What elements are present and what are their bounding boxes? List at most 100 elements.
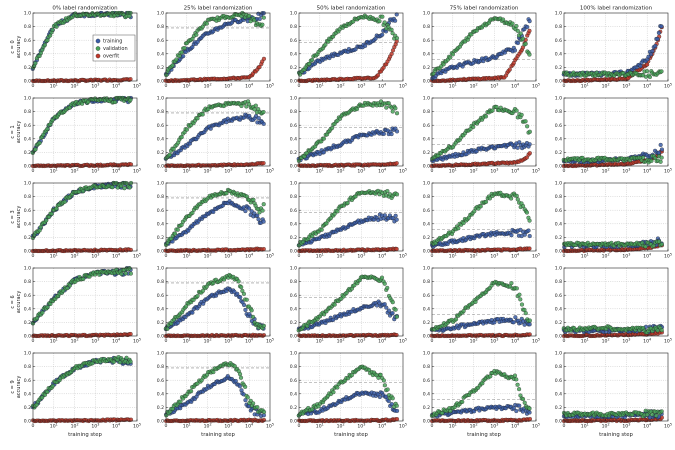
y-tick-label: 0.0 — [157, 334, 164, 340]
y-tick-label: 0.6 — [423, 293, 430, 299]
panel-r3-c4: 0.00.20.40.60.81.00 101 102 103 104 105 — [555, 266, 672, 345]
x-tick-label: 105 — [532, 253, 540, 260]
y-tick-label: 0.2 — [24, 235, 31, 241]
point-validation — [261, 202, 266, 207]
point-training — [181, 54, 186, 59]
point-training — [656, 30, 661, 35]
y-tick-label: 0.6 — [555, 38, 562, 44]
point-validation — [659, 69, 664, 74]
point-overfit — [261, 56, 267, 61]
x-tick-label: 101 — [581, 83, 589, 90]
point-overfit — [527, 246, 532, 251]
point-training — [386, 308, 392, 313]
x-tick-label: 0 — [165, 253, 168, 259]
point-training — [527, 234, 532, 239]
point-training — [390, 311, 395, 316]
y-tick-label: 1.0 — [555, 181, 562, 187]
point-validation — [122, 186, 127, 191]
y-tick-label: 1.0 — [24, 11, 31, 17]
point-validation — [194, 32, 199, 37]
point-validation — [110, 185, 115, 190]
point-validation — [382, 281, 387, 286]
y-tick-label: 0.2 — [423, 65, 430, 71]
y-tick-label: 1.0 — [157, 266, 164, 272]
point-validation — [471, 124, 476, 129]
point-validation — [127, 266, 132, 271]
x-tick-label: 101 — [581, 168, 589, 175]
y-tick-label: 0.8 — [290, 24, 297, 30]
point-overfit — [128, 331, 133, 337]
x-tick-label: 104 — [511, 253, 519, 260]
point-training — [509, 233, 514, 238]
x-tick-label: 102 — [204, 168, 212, 175]
x-tick-label: 104 — [112, 338, 120, 345]
x-tick-label: 105 — [664, 253, 672, 260]
y-tick-label: 0.8 — [423, 279, 430, 285]
legend-marker-training — [95, 38, 101, 44]
point-overfit — [375, 73, 381, 78]
point-validation — [523, 119, 528, 124]
x-tick-label: 0 — [298, 253, 301, 259]
point-validation — [647, 74, 652, 80]
y-tick-label: 0.2 — [555, 65, 562, 71]
point-validation — [525, 124, 530, 129]
point-training — [257, 16, 262, 22]
x-tick-label: 101 — [316, 83, 324, 90]
y-tick-label: 0.6 — [24, 123, 31, 129]
panel-r1-c3: 0.00.20.40.60.81.00 101 102 103 104 105 — [423, 96, 540, 175]
point-validation — [510, 21, 515, 26]
point-validation — [128, 97, 133, 102]
point-validation — [644, 69, 650, 74]
point-validation — [389, 27, 394, 32]
x-tick-label: 101 — [50, 83, 58, 90]
column-title: 100% label randomization — [580, 6, 653, 12]
y-tick-label: 0.8 — [290, 194, 297, 200]
point-validation — [179, 135, 184, 140]
x-tick-label: 103 — [622, 253, 630, 260]
y-tick-label: 0.2 — [290, 320, 297, 326]
x-tick-label: 102 — [602, 253, 610, 260]
point-validation — [377, 19, 382, 24]
x-tick-label: 0 — [298, 338, 301, 344]
point-training — [261, 219, 266, 224]
point-validation — [520, 36, 525, 41]
point-overfit — [527, 151, 532, 156]
x-tick-label: 0 — [563, 83, 566, 89]
y-tick-label: 0.2 — [157, 235, 164, 241]
plot-frame — [298, 12, 404, 82]
x-tick-label: 104 — [378, 83, 386, 90]
point-validation — [81, 276, 86, 281]
y-tick-label: 0.6 — [157, 123, 164, 129]
point-validation — [393, 106, 398, 111]
y-tick-label: 0.4 — [290, 306, 297, 312]
y-tick-label: 0.0 — [555, 164, 562, 170]
point-validation — [659, 155, 664, 160]
point-validation — [509, 281, 514, 286]
x-tick-label: 102 — [337, 338, 345, 345]
y-axis-label: accuracy — [16, 206, 22, 229]
plot-frame — [165, 12, 271, 82]
y-tick-label: 0.4 — [423, 51, 430, 57]
y-tick-label: 0.0 — [24, 79, 31, 85]
y-tick-label: 0.8 — [423, 109, 430, 115]
y-tick-label: 0.6 — [555, 123, 562, 129]
x-tick-label: 103 — [357, 168, 365, 175]
plot-frame — [32, 12, 138, 82]
x-tick-label: 102 — [602, 168, 610, 175]
point-validation — [394, 36, 400, 41]
point-validation — [523, 41, 528, 46]
y-tick-label: 0.2 — [290, 235, 297, 241]
point-validation — [239, 285, 244, 290]
y-tick-label: 0.6 — [555, 208, 562, 214]
point-validation — [527, 218, 532, 223]
x-tick-label: 102 — [470, 83, 478, 90]
y-tick-label: 1.0 — [290, 181, 297, 187]
point-overfit — [394, 247, 399, 252]
y-tick-label: 0.6 — [290, 123, 297, 129]
y-tick-label: 0.8 — [24, 279, 31, 285]
y-tick-label: 0.8 — [157, 279, 164, 285]
point-validation — [523, 311, 528, 316]
x-tick-label: 103 — [91, 168, 99, 175]
legend-marker-validation — [95, 46, 101, 51]
point-training — [256, 217, 261, 222]
